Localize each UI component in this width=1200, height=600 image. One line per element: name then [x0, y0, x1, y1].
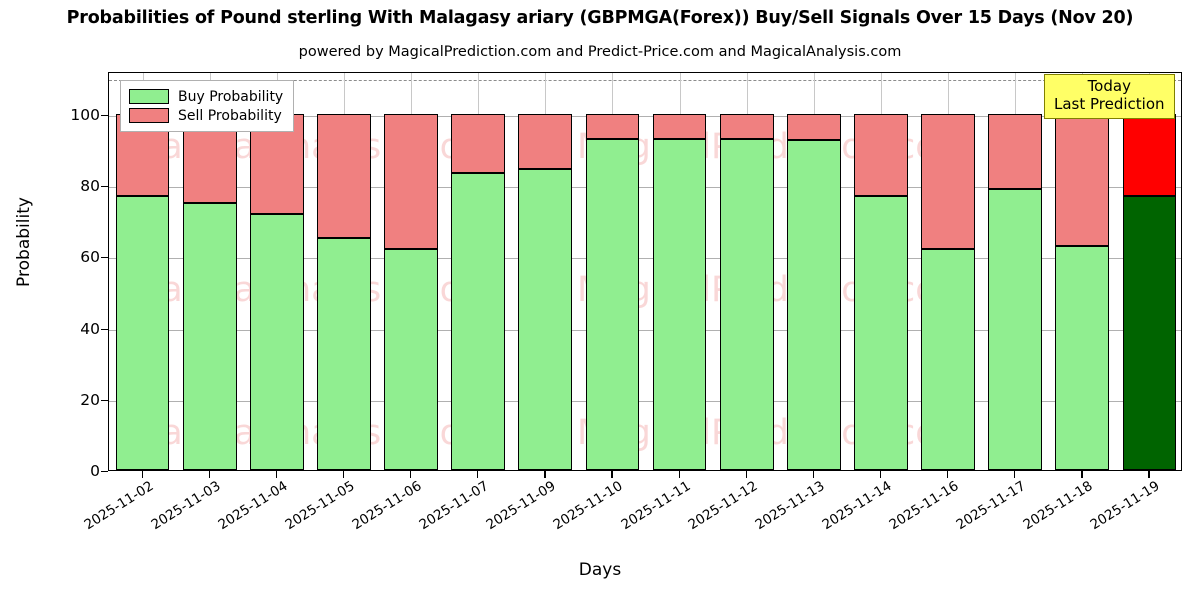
y-tick-mark [101, 114, 108, 116]
legend-item-buy: Buy Probability [129, 87, 283, 106]
bar-segment-sell [921, 113, 975, 250]
bar-group [988, 73, 1043, 470]
bar-segment-buy [854, 195, 908, 470]
bar-segment-sell [451, 113, 506, 173]
legend-swatch-sell [129, 108, 169, 123]
x-tick-mark [1148, 471, 1150, 478]
bar-segment-sell [988, 113, 1043, 189]
y-tick-label: 40 [80, 319, 100, 338]
x-tick-mark [410, 471, 412, 478]
bar-segment-sell [317, 113, 371, 239]
y-tick-label: 20 [80, 390, 100, 409]
bar-segment-sell [652, 113, 707, 139]
bar-segment-buy [786, 140, 841, 470]
x-tick-mark [1014, 471, 1016, 478]
x-tick-mark [342, 471, 345, 478]
bar-segment-buy [652, 138, 707, 470]
bar-segment-sell [585, 113, 640, 139]
bar-group [182, 73, 237, 470]
x-tick-mark [745, 471, 747, 478]
x-tick-mark [477, 471, 479, 478]
bar-segment-sell [719, 113, 774, 139]
legend-label-buy: Buy Probability [178, 88, 284, 105]
bar-segment-sell [786, 113, 841, 141]
bar-segment-sell [518, 113, 573, 169]
x-tick-mark [544, 471, 546, 478]
x-axis-label: Days [578, 560, 622, 580]
bar-group [854, 73, 908, 470]
x-tick-mark [947, 471, 949, 478]
x-tick-mark [879, 471, 882, 478]
bar-group [1122, 73, 1177, 470]
bar-group [719, 73, 774, 470]
chart-legend: Buy Probability Sell Probability [120, 80, 295, 132]
x-tick-mark [1081, 471, 1083, 478]
reference-line [109, 80, 1181, 82]
bar-segment-sell [384, 113, 438, 250]
bar-segment-buy [1122, 195, 1177, 470]
chart-subtitle: powered by MagicalPrediction.com and Pre… [298, 44, 902, 60]
y-tick-label: 0 [90, 462, 100, 480]
bar-segment-buy [518, 168, 573, 470]
y-tick-mark [101, 471, 108, 473]
y-tick-mark [101, 399, 108, 401]
bar-group [786, 73, 841, 470]
x-tick-mark [678, 471, 680, 478]
x-tick-mark [611, 471, 613, 478]
gridline-horizontal [109, 329, 1181, 331]
bar-segment-buy [115, 195, 170, 470]
bar-segment-buy [249, 213, 304, 470]
bar-segment-buy [1055, 245, 1110, 470]
y-tick-mark [101, 257, 108, 259]
bar-group [317, 73, 371, 470]
x-tick-mark [275, 471, 277, 478]
y-tick-label: 100 [70, 105, 100, 124]
gridline-horizontal [109, 258, 1181, 260]
x-tick-mark [812, 471, 814, 478]
bar-group [921, 73, 975, 470]
bar-segment-buy [317, 238, 371, 470]
gridline-horizontal [109, 187, 1181, 188]
y-tick-mark [101, 186, 108, 188]
bar-segment-sell [1122, 113, 1177, 196]
bar-segment-sell [1055, 113, 1110, 246]
x-tick-mark [141, 471, 143, 478]
chart-title: Probabilities of Pound sterling With Mal… [66, 8, 1134, 28]
last-prediction-label: Last Prediction [1054, 94, 1165, 113]
bar-segment-sell [854, 113, 908, 196]
bar-segment-buy [182, 202, 237, 470]
y-tick-mark [101, 328, 108, 330]
bar-group [1055, 73, 1110, 470]
gridline-horizontal [109, 400, 1181, 402]
today-label: Today [1087, 77, 1131, 95]
y-tick-label: 80 [80, 177, 100, 195]
legend-item-sell: Sell Probability [129, 106, 283, 125]
bar-group [518, 73, 573, 470]
bar-segment-buy [921, 249, 975, 470]
gridline-horizontal [109, 115, 1181, 117]
bar-segment-buy [719, 138, 774, 470]
y-axis-label: Probability [14, 197, 34, 287]
y-tick-label: 60 [80, 248, 100, 267]
bar-segment-buy [384, 249, 438, 470]
bar-segment-buy [585, 138, 640, 470]
bar-segment-buy [988, 188, 1043, 470]
bar-group [249, 73, 304, 470]
x-tick-mark [208, 471, 210, 478]
bar-group [384, 73, 438, 470]
bar-group [652, 73, 707, 470]
today-annotation: Today Last Prediction [1044, 74, 1175, 120]
legend-label-sell: Sell Probability [178, 107, 282, 124]
bar-group [115, 73, 170, 470]
bar-group [451, 73, 506, 470]
bar-group [585, 73, 640, 470]
legend-swatch-buy [129, 89, 169, 104]
bar-segment-buy [451, 172, 506, 470]
